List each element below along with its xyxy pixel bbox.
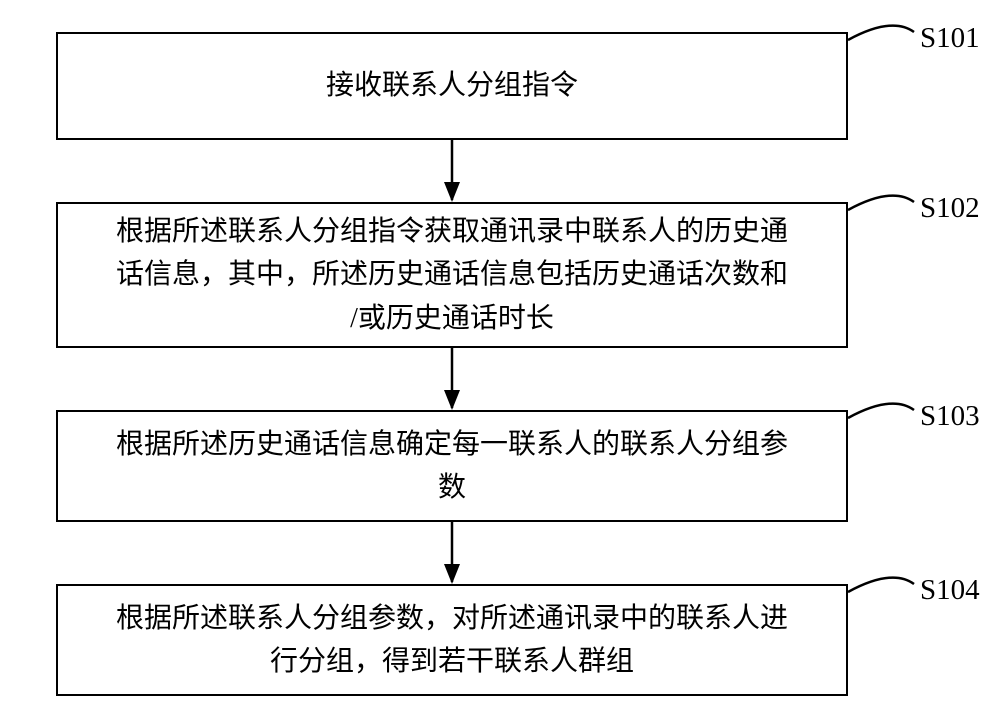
step-label-s102: S102 (920, 192, 980, 225)
step-box-s101: 接收联系人分组指令 (56, 32, 848, 140)
label-connectors (848, 26, 914, 592)
step-label-s104: S104 (920, 574, 980, 607)
step-text-s103: 根据所述历史通话信息确定每一联系人的联系人分组参 数 (116, 423, 788, 510)
step-box-s102: 根据所述联系人分组指令获取通讯录中联系人的历史通 话信息，其中，所述历史通话信息… (56, 202, 848, 348)
step-label-s103: S103 (920, 400, 980, 433)
step-box-s104: 根据所述联系人分组参数，对所述通讯录中的联系人进 行分组，得到若干联系人群组 (56, 584, 848, 696)
step-text-s101: 接收联系人分组指令 (326, 64, 578, 107)
step-text-s104: 根据所述联系人分组参数，对所述通讯录中的联系人进 行分组，得到若干联系人群组 (116, 597, 788, 684)
step-label-s101: S101 (920, 22, 980, 55)
step-text-s102: 根据所述联系人分组指令获取通讯录中联系人的历史通 话信息，其中，所述历史通话信息… (116, 210, 788, 340)
flowchart-canvas: 接收联系人分组指令 S101 根据所述联系人分组指令获取通讯录中联系人的历史通 … (0, 0, 1000, 724)
step-box-s103: 根据所述历史通话信息确定每一联系人的联系人分组参 数 (56, 410, 848, 522)
